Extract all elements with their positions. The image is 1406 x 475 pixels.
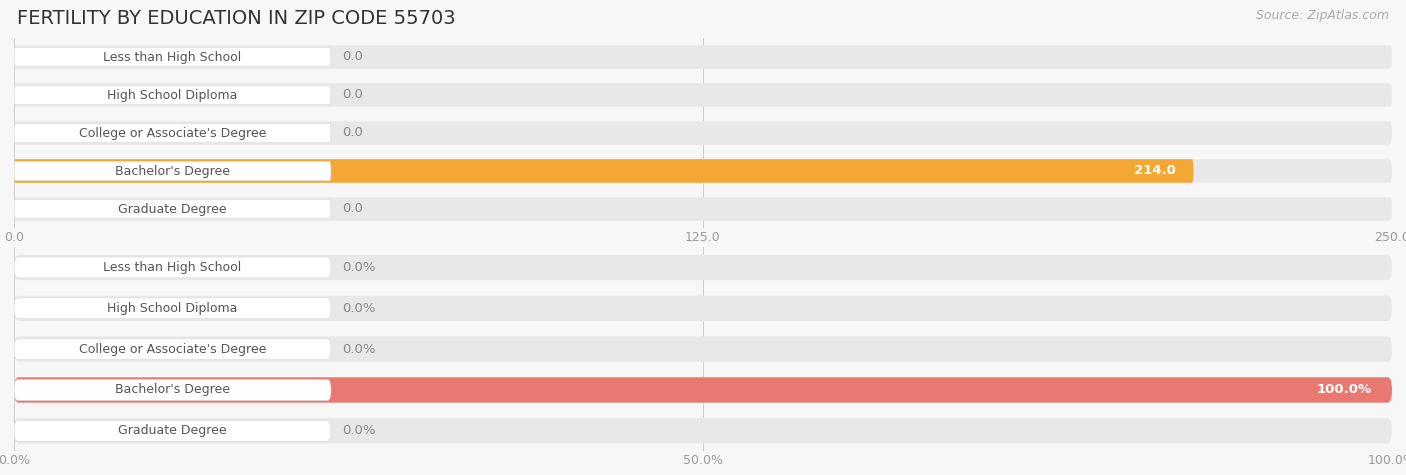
Text: High School Diploma: High School Diploma (107, 88, 238, 102)
Text: 0.0: 0.0 (342, 202, 363, 216)
Text: Graduate Degree: Graduate Degree (118, 424, 226, 437)
Text: Bachelor's Degree: Bachelor's Degree (115, 164, 231, 178)
FancyBboxPatch shape (14, 197, 1392, 221)
Text: High School Diploma: High School Diploma (107, 302, 238, 315)
FancyBboxPatch shape (14, 159, 1194, 183)
Text: 0.0%: 0.0% (342, 342, 375, 356)
Text: College or Associate's Degree: College or Associate's Degree (79, 126, 266, 140)
FancyBboxPatch shape (14, 295, 1392, 321)
Text: Graduate Degree: Graduate Degree (118, 202, 226, 216)
FancyBboxPatch shape (14, 255, 1392, 280)
FancyBboxPatch shape (14, 162, 330, 180)
FancyBboxPatch shape (14, 377, 1392, 403)
Text: 0.0%: 0.0% (342, 261, 375, 274)
FancyBboxPatch shape (14, 418, 1392, 444)
FancyBboxPatch shape (14, 377, 1392, 403)
Text: 214.0: 214.0 (1135, 164, 1175, 178)
FancyBboxPatch shape (14, 420, 330, 441)
FancyBboxPatch shape (14, 380, 330, 400)
FancyBboxPatch shape (14, 121, 1392, 145)
Text: 0.0: 0.0 (342, 88, 363, 102)
Text: Less than High School: Less than High School (104, 261, 242, 274)
Text: College or Associate's Degree: College or Associate's Degree (79, 342, 266, 356)
FancyBboxPatch shape (14, 336, 1392, 362)
FancyBboxPatch shape (14, 159, 1392, 183)
Text: Less than High School: Less than High School (104, 50, 242, 64)
Text: Source: ZipAtlas.com: Source: ZipAtlas.com (1256, 10, 1389, 22)
FancyBboxPatch shape (14, 45, 1392, 69)
Text: 0.0: 0.0 (342, 126, 363, 140)
FancyBboxPatch shape (14, 83, 1392, 107)
Text: 0.0%: 0.0% (342, 302, 375, 315)
FancyBboxPatch shape (14, 48, 330, 66)
Text: 100.0%: 100.0% (1316, 383, 1371, 397)
Text: Bachelor's Degree: Bachelor's Degree (115, 383, 231, 397)
FancyBboxPatch shape (14, 298, 330, 319)
Text: 0.0: 0.0 (342, 50, 363, 64)
FancyBboxPatch shape (14, 339, 330, 360)
FancyBboxPatch shape (14, 200, 330, 219)
Text: 0.0%: 0.0% (342, 424, 375, 437)
Text: FERTILITY BY EDUCATION IN ZIP CODE 55703: FERTILITY BY EDUCATION IN ZIP CODE 55703 (17, 10, 456, 28)
FancyBboxPatch shape (14, 124, 330, 142)
FancyBboxPatch shape (14, 86, 330, 104)
FancyBboxPatch shape (14, 257, 330, 278)
